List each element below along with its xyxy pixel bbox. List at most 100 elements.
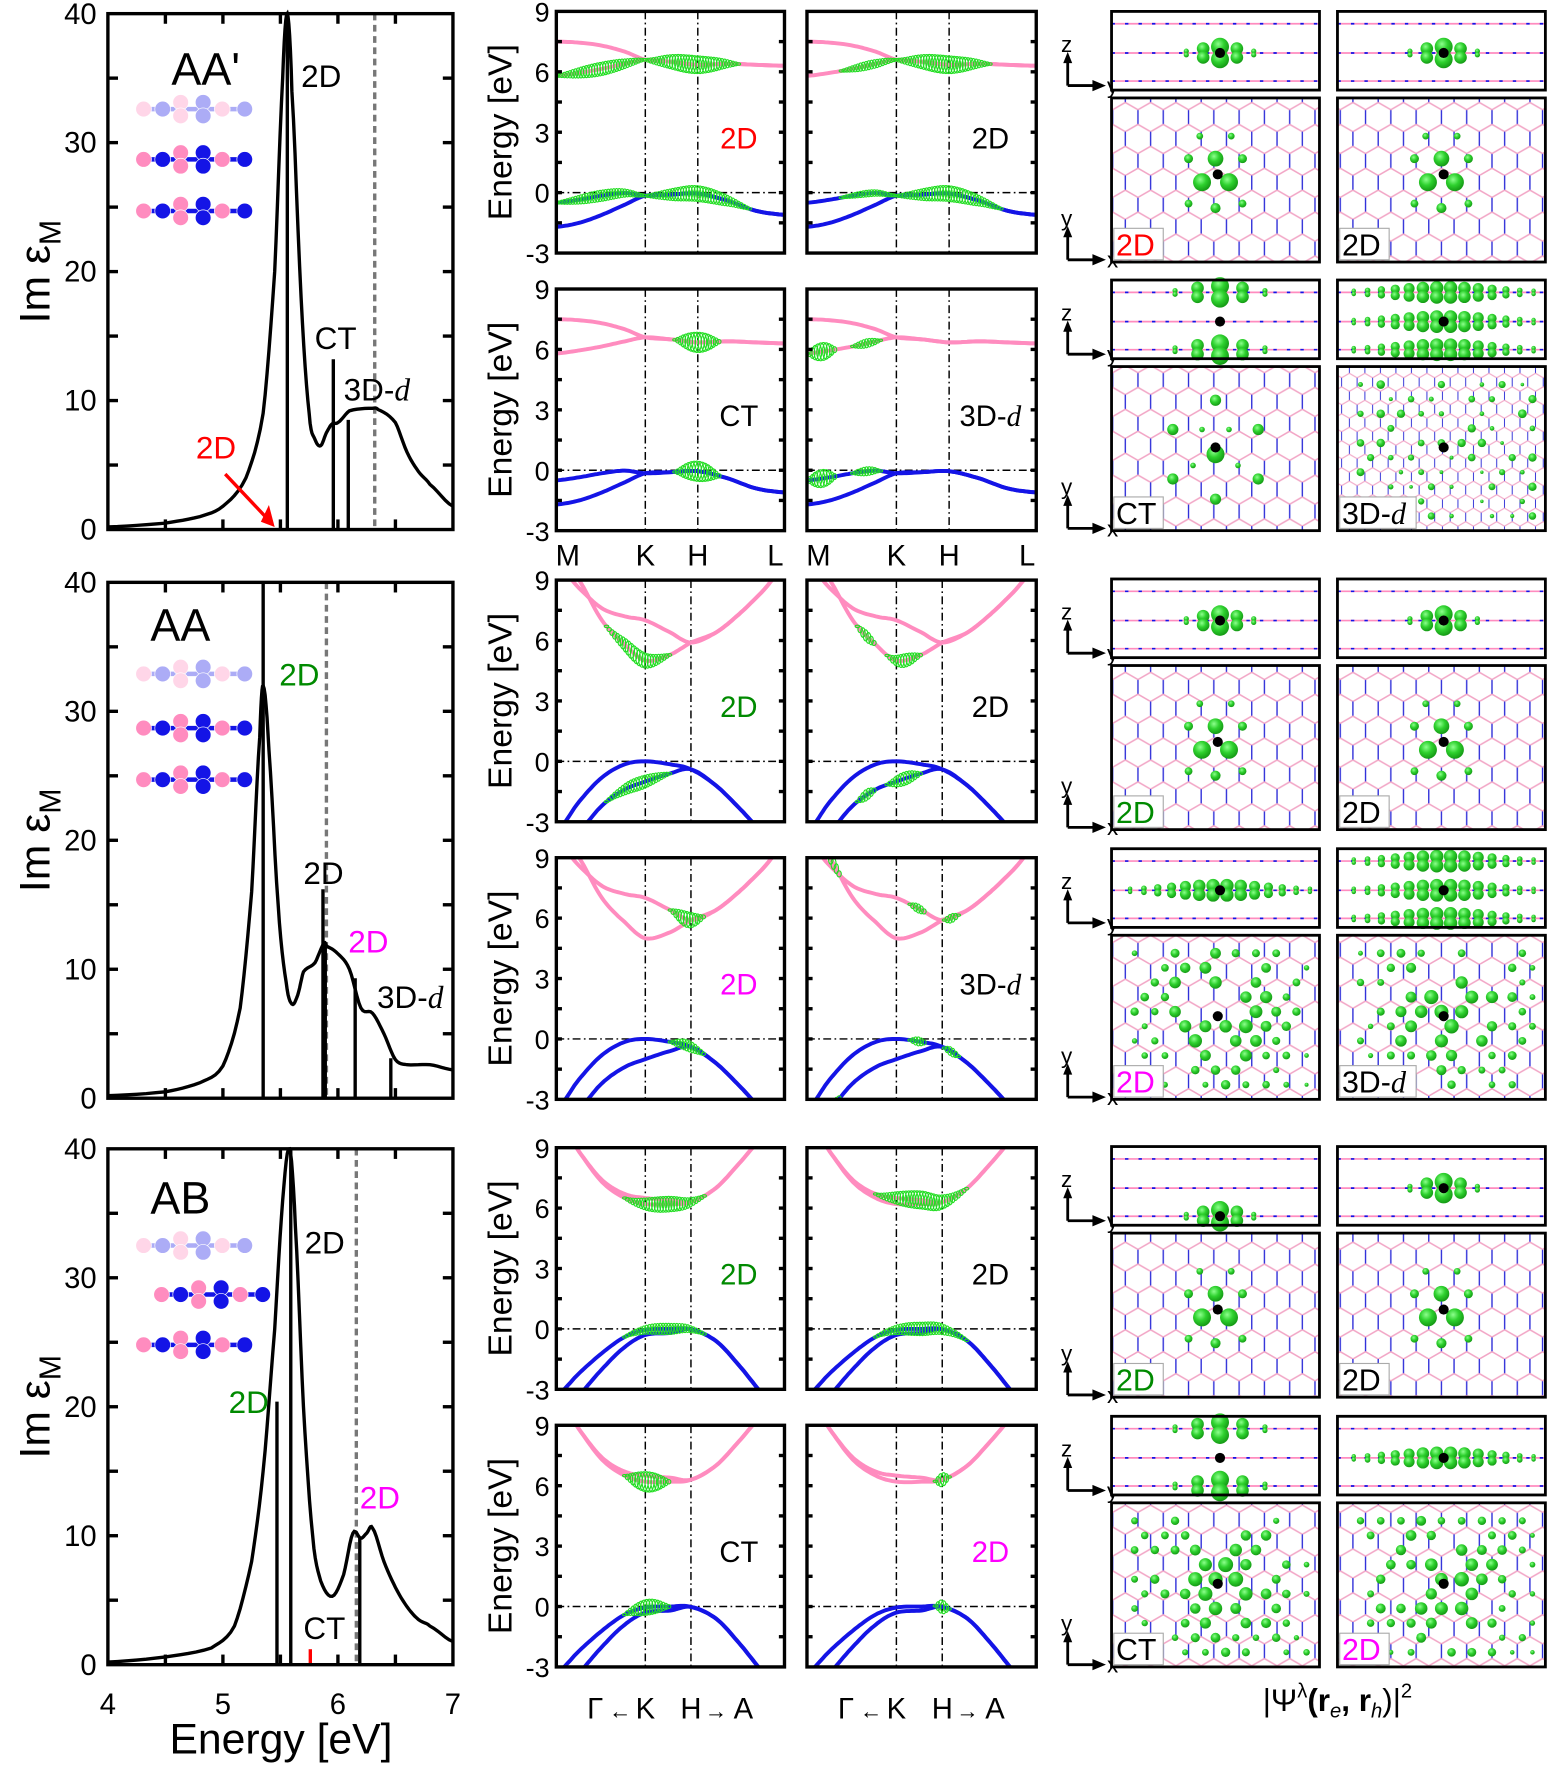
exciton-weight-marker — [877, 338, 884, 342]
isosurface-blob — [1447, 1080, 1456, 1089]
exciton-label: 2D — [1116, 1067, 1155, 1100]
exciton-weight-marker — [852, 64, 858, 73]
isosurface-blob — [1458, 339, 1471, 352]
exciton-weight-marker — [973, 193, 980, 207]
isosurface-blob — [1403, 880, 1415, 892]
exciton-weight-marker — [838, 195, 845, 200]
isosurface-blob — [1271, 1006, 1282, 1017]
isosurface-blob — [1518, 1517, 1526, 1525]
exciton-weight-marker — [613, 188, 620, 200]
exciton-weight-marker — [928, 186, 936, 202]
x-axis-label: Energy [eV] — [169, 1715, 392, 1763]
exciton-weight-marker — [877, 58, 883, 68]
isosurface-blob — [1376, 1574, 1386, 1584]
exciton-weight-marker — [890, 193, 897, 198]
top-view-frame — [1110, 365, 1321, 533]
isosurface-blob — [1180, 1531, 1190, 1540]
isosurface-blob — [1252, 473, 1264, 485]
isosurface-blob — [1487, 313, 1497, 323]
exciton-weight-marker — [944, 1045, 951, 1054]
isosurface-blob — [1403, 319, 1415, 331]
label-box — [1339, 1065, 1417, 1098]
isosurface-blob — [1407, 1648, 1415, 1656]
isosurface-blob — [1406, 1618, 1416, 1628]
isosurface-blob — [1236, 281, 1249, 295]
isosurface-blob — [1488, 483, 1496, 491]
isosurface-blob — [1407, 395, 1415, 403]
isosurface-blob — [1520, 382, 1525, 387]
valence-band — [556, 469, 785, 507]
exciton-weight-marker — [901, 1190, 911, 1208]
exciton-weight-marker — [727, 59, 734, 68]
exciton-weight-marker — [665, 1478, 672, 1485]
isosurface-blob — [1458, 850, 1471, 863]
isosurface-blob — [1356, 1037, 1365, 1045]
exciton-weight-marker — [658, 190, 665, 201]
exciton-weight-marker — [674, 186, 682, 202]
exciton-weight-marker — [630, 1197, 636, 1206]
exciton-weight-marker — [653, 56, 660, 66]
isosurface-blob — [1196, 42, 1210, 55]
isosurface-blob — [1516, 917, 1523, 924]
isosurface-blob — [1131, 1605, 1138, 1612]
atom — [154, 719, 171, 737]
exciton-weight-marker — [732, 61, 739, 67]
isosurface-blob — [1464, 1334, 1473, 1343]
arrow-icon — [223, 472, 268, 520]
exciton-weight-marker — [875, 1192, 882, 1198]
exciton-weight-marker — [940, 1472, 948, 1487]
atom — [153, 1286, 170, 1303]
wavefunction-panel: 2D — [1110, 1145, 1321, 1399]
exciton-weight-marker — [917, 771, 924, 777]
isosurface-blob — [1472, 348, 1484, 360]
isosurface-blob — [1407, 1051, 1416, 1060]
exciton-weight-marker — [673, 53, 683, 72]
valence-band — [585, 766, 755, 822]
isosurface-blob — [1182, 1649, 1189, 1656]
isosurface-blob — [1531, 860, 1536, 865]
isosurface-blob — [1220, 1647, 1231, 1657]
exciton-weight-marker — [695, 1328, 702, 1335]
isosurface-blob — [1377, 917, 1386, 925]
isosurface-blob — [1531, 886, 1536, 891]
exciton-weight-marker — [838, 69, 845, 73]
isosurface-blob — [1508, 1022, 1517, 1031]
y-tick-label: -3 — [526, 517, 550, 547]
arrowhead-icon — [1063, 619, 1073, 631]
isosurface-blob — [1403, 1448, 1415, 1460]
isosurface-blob — [1141, 1619, 1148, 1627]
isosurface-blob — [1351, 889, 1357, 895]
isosurface-blob — [1198, 1558, 1212, 1572]
isosurface-blob — [1377, 348, 1386, 356]
exciton-weight-marker — [882, 57, 889, 66]
exciton-weight-marker — [894, 1324, 901, 1336]
isosurface-blob — [1472, 851, 1484, 863]
label-text: CT — [315, 321, 357, 356]
arrowhead-icon — [1092, 1659, 1106, 1671]
exciton-weight-marker — [663, 54, 671, 69]
exciton-weight-marker — [890, 57, 897, 63]
isosurface-blob — [1434, 1034, 1448, 1048]
isosurface-blob — [1500, 441, 1504, 445]
exciton-label: 2D — [1342, 797, 1381, 830]
isosurface-blob — [1430, 281, 1444, 295]
isosurface-blob — [1170, 1516, 1180, 1526]
label-text: CT — [719, 1537, 758, 1569]
isosurface-blob — [1508, 453, 1516, 462]
isosurface-blob — [1531, 914, 1536, 920]
label-italic: d — [1391, 1066, 1407, 1100]
exciton-label: 3D-d — [960, 970, 1022, 1002]
y-tick-label: 0 — [80, 1083, 96, 1115]
exciton-weight-marker — [694, 1046, 701, 1055]
isosurface-blob — [1454, 1571, 1469, 1587]
atom — [154, 665, 171, 683]
exciton-weight-marker — [899, 57, 905, 64]
exciton-weight-marker — [938, 1323, 945, 1336]
isosurface-blob — [1516, 320, 1523, 327]
exciton-label: 2D — [1342, 1364, 1381, 1397]
isosurface-blob — [1179, 1588, 1191, 1600]
isosurface-blob — [1454, 1186, 1467, 1199]
isosurface-blob — [1530, 1532, 1535, 1538]
isosurface-blob — [1150, 978, 1159, 987]
exciton-label: 2D — [720, 1260, 757, 1292]
